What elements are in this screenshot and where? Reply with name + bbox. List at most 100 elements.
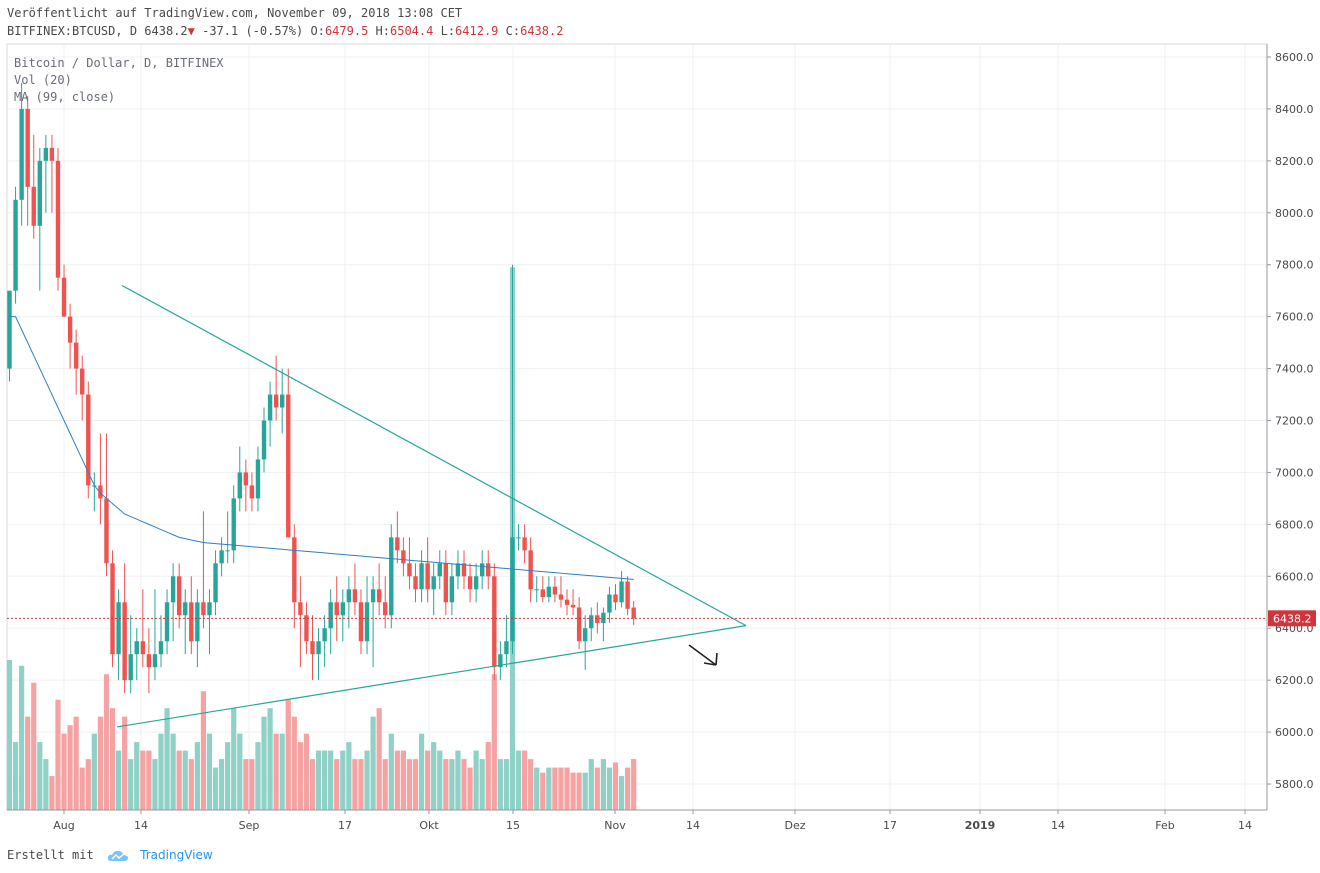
close-value: 6438.2 xyxy=(520,24,564,38)
candle-body xyxy=(13,199,18,291)
candle-body xyxy=(152,654,158,668)
candle-body xyxy=(183,602,188,616)
candle-body xyxy=(552,586,558,595)
x-tick-label: 14 xyxy=(686,819,700,832)
last-price-tag xyxy=(1268,610,1316,627)
legend-series[interactable]: Bitcoin / Dollar, D, BITFINEX xyxy=(14,56,224,70)
volume-bar xyxy=(461,759,467,810)
volume-bar xyxy=(491,674,497,810)
tradingview-link[interactable]: TradingView xyxy=(140,848,213,862)
candle-body xyxy=(73,342,79,369)
volume-bar xyxy=(255,742,261,810)
volume-bar xyxy=(19,665,25,810)
volume-bar xyxy=(528,759,534,810)
volume-bar xyxy=(582,772,588,810)
candle-body xyxy=(431,576,436,590)
volume-bar xyxy=(400,750,406,810)
volume-bar xyxy=(612,762,619,810)
last-price: 6438.2 xyxy=(144,24,188,38)
candle-body xyxy=(340,602,345,616)
volume-bar xyxy=(122,716,128,810)
volume-bar xyxy=(334,759,340,810)
volume-bar xyxy=(267,708,273,810)
candle-body xyxy=(425,563,430,590)
annotations: 6438.2 xyxy=(7,610,1316,666)
candle-body xyxy=(231,498,236,551)
legend-ma[interactable]: MA (99, close) xyxy=(14,90,116,104)
candle-body xyxy=(80,368,85,395)
volume-bar xyxy=(473,750,479,810)
volume-bar xyxy=(31,682,37,810)
volume-bar xyxy=(237,733,243,810)
candle-body xyxy=(116,602,121,655)
candle-body xyxy=(201,602,206,616)
volume-bar xyxy=(588,759,594,810)
candle-body xyxy=(237,472,242,499)
volume-bar xyxy=(91,733,97,810)
candle-body xyxy=(619,581,624,603)
x-tick-label: 2019 xyxy=(965,819,996,832)
volume-bar xyxy=(158,733,164,810)
volume-bar xyxy=(546,767,552,810)
volume-bar xyxy=(503,759,510,810)
volume-bar xyxy=(176,750,182,810)
candle-body xyxy=(558,594,564,600)
volume-bar xyxy=(425,750,431,810)
candle-body xyxy=(86,394,91,486)
ohlc-line: BITFINEX:BTCUSD, D 6438.2▼ -37.1 (-0.57%… xyxy=(7,24,563,38)
last-price-label: 6438.2 xyxy=(1273,612,1312,625)
candle-body xyxy=(292,537,297,603)
candle-body xyxy=(49,147,55,161)
candle-body xyxy=(98,485,103,499)
x-tick-label: Feb xyxy=(1155,819,1174,832)
candle-body xyxy=(528,550,533,590)
volume-bar xyxy=(164,708,170,810)
footer: Erstellt mit TradingView xyxy=(7,848,213,862)
legend-volume[interactable]: Vol (20) xyxy=(14,73,72,87)
y-tick-label: 8000.0 xyxy=(1275,207,1314,220)
candle-body xyxy=(249,485,255,499)
y-tick-label: 6000.0 xyxy=(1275,726,1314,739)
candle-body xyxy=(122,602,127,681)
candle-body xyxy=(443,563,449,603)
candle-body xyxy=(625,581,630,609)
candle-body xyxy=(128,654,133,681)
x-tick-label: 17 xyxy=(338,819,352,832)
candle-body xyxy=(176,576,182,616)
high-label: H: xyxy=(375,24,390,38)
chart-grid xyxy=(6,43,1268,811)
candle-body xyxy=(407,563,412,577)
y-tick-label: 8600.0 xyxy=(1275,51,1314,64)
volume-bar xyxy=(182,750,188,810)
open-label: O: xyxy=(310,24,325,38)
x-tick-label: 14 xyxy=(134,819,148,832)
volume-bar xyxy=(449,759,455,810)
candle-body xyxy=(401,550,406,564)
candle-body xyxy=(140,641,146,655)
created-with-text: Erstellt mit xyxy=(7,848,94,862)
candle-body xyxy=(583,628,588,642)
volume-bar xyxy=(594,767,600,810)
candle-body xyxy=(189,602,194,642)
x-tick-label: Okt xyxy=(419,819,439,832)
volume-bar xyxy=(303,733,310,810)
volume-bar xyxy=(631,759,637,810)
volume-bar xyxy=(103,674,110,810)
y-tick-label: 5800.0 xyxy=(1275,778,1314,791)
candle-body xyxy=(134,641,139,655)
close-label: C: xyxy=(505,24,521,38)
y-tick-label: 7800.0 xyxy=(1275,259,1314,272)
y-tick-label: 7000.0 xyxy=(1275,466,1314,479)
candle-body xyxy=(225,550,230,552)
candle-body xyxy=(576,607,582,642)
volume-bar xyxy=(170,733,176,810)
volume-bar xyxy=(37,742,43,810)
candle-body xyxy=(510,537,515,642)
volume-bar xyxy=(6,660,13,810)
y-tick-label: 8200.0 xyxy=(1275,155,1314,168)
x-tick-label: 17 xyxy=(883,819,897,832)
candle-body xyxy=(19,108,24,200)
candle-body xyxy=(158,641,164,655)
volume-bar xyxy=(206,733,213,810)
published-line: Veröffentlicht auf TradingView.com, Nove… xyxy=(7,6,462,20)
